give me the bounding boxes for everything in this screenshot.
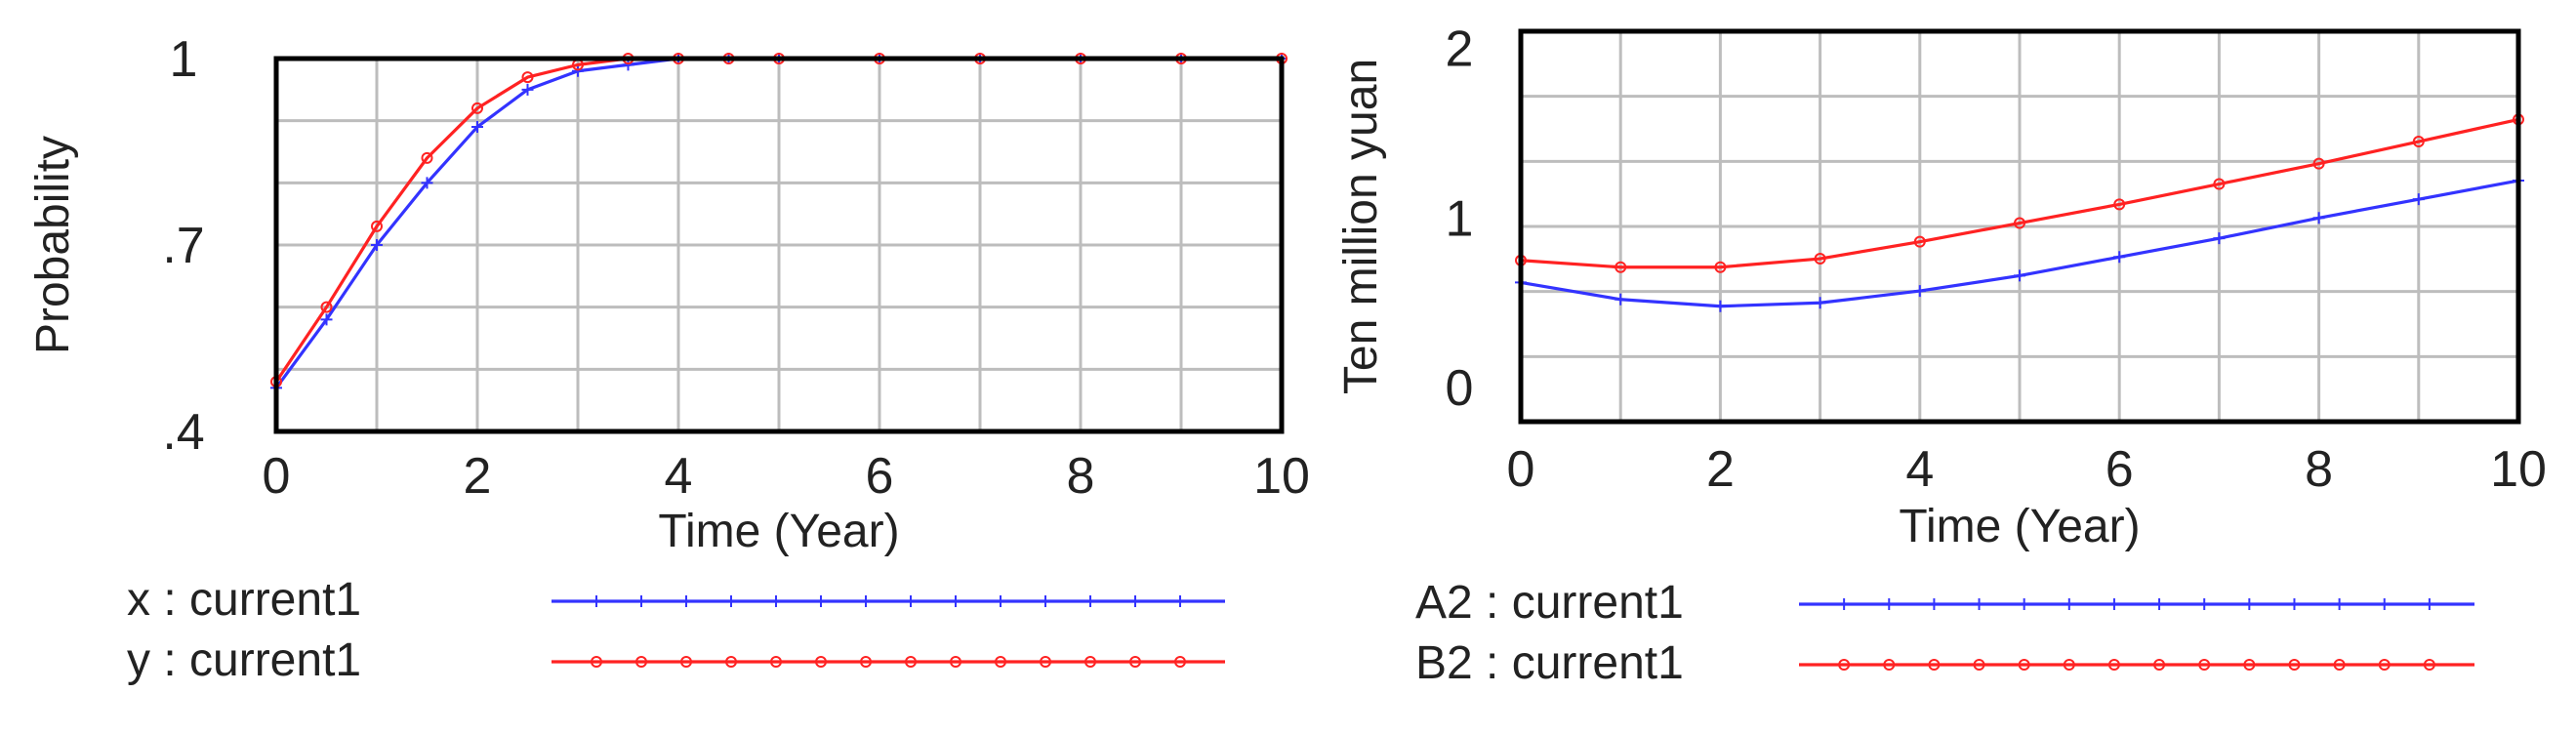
legend-label: y : current1	[127, 634, 361, 686]
legend-marker	[680, 656, 692, 668]
x-tick-label: 4	[665, 448, 693, 505]
legend-marker	[725, 656, 737, 668]
legend-marker	[2243, 659, 2256, 671]
series-1	[1515, 175, 2524, 312]
legend-label: x : current1	[127, 574, 361, 626]
data-point	[2014, 217, 2025, 229]
legend-marker	[2153, 659, 2166, 671]
data-point	[371, 220, 383, 232]
data-point	[521, 83, 534, 96]
x-tick-label: 8	[2305, 441, 2333, 498]
data-point	[521, 71, 534, 84]
legend-marker	[635, 656, 647, 668]
data-point	[320, 313, 333, 326]
x-tick-label: 8	[1067, 448, 1095, 505]
x-tick-label: 2	[1706, 441, 1735, 498]
legend-marker	[1928, 659, 1941, 671]
legend-marker	[905, 656, 917, 668]
data-point	[1913, 235, 1926, 248]
data-point	[1714, 261, 1727, 273]
legend-item: y : current1	[127, 634, 1225, 686]
data-point	[2113, 251, 2126, 264]
y-tick-label: .7	[162, 218, 204, 274]
data-point	[1814, 297, 1826, 309]
legend-marker	[2018, 659, 2030, 671]
legend-marker	[591, 656, 602, 668]
legend-marker	[2198, 659, 2211, 671]
data-point	[471, 121, 483, 134]
legend-marker	[2107, 659, 2120, 671]
data-point	[572, 64, 584, 77]
x-tick-label: 0	[263, 448, 291, 505]
data-point	[1814, 253, 1826, 265]
data-point	[421, 177, 433, 189]
data-point	[1913, 285, 1926, 298]
legend-marker	[950, 656, 961, 668]
data-point	[2312, 212, 2325, 224]
legend-marker	[770, 656, 782, 668]
plot-frame	[273, 56, 1285, 434]
legend-item: A2 : current1	[1415, 577, 2474, 629]
x-tick-label: 6	[2106, 441, 2134, 498]
legend-marker	[1129, 656, 1141, 668]
legend-marker	[2378, 659, 2391, 671]
x-axis-label: Time (Year)	[658, 506, 899, 557]
y-tick-label: 0	[1446, 360, 1474, 417]
y-tick-label: 2	[1446, 20, 1474, 77]
data-point	[1714, 300, 1727, 312]
data-point	[471, 102, 483, 114]
legend: A2 : current1 B2 : current1	[1415, 577, 2474, 689]
data-point	[1615, 293, 1627, 306]
legend-marker	[1883, 659, 1896, 671]
series-2	[1515, 113, 2524, 273]
data-point	[2213, 232, 2226, 245]
legend-marker	[1973, 659, 1985, 671]
legend-marker	[2333, 659, 2346, 671]
legend-label: B2 : current1	[1415, 637, 1684, 689]
legend-item: B2 : current1	[1415, 637, 2474, 689]
y-axis-label: Ten million yuan	[1335, 59, 1387, 394]
chart-1: 0 2 4 6 8 10 1 .7 .4 Time (Year) Probability x : cu…	[27, 31, 1310, 686]
series-line	[1520, 117, 2519, 269]
x-tick-label: 2	[464, 448, 492, 505]
legend-marker	[815, 656, 827, 668]
legend-marker	[1084, 656, 1096, 668]
legend-label: A2 : current1	[1415, 577, 1684, 629]
x-tick-label: 0	[1507, 441, 1535, 498]
data-point	[421, 151, 433, 164]
data-point	[2412, 136, 2425, 148]
legend-item: x : current1	[127, 574, 1225, 626]
x-axis-label: Time (Year)	[1899, 501, 2140, 552]
y-tick-label: 1	[1446, 190, 1474, 247]
data-point	[1615, 261, 1627, 273]
legend-marker	[2063, 659, 2075, 671]
y-tick-label: 1	[170, 31, 198, 88]
data-point	[320, 301, 333, 313]
x-tick-label: 10	[2490, 441, 2547, 498]
x-tick-label: 4	[1905, 441, 1934, 498]
y-tick-label: .4	[162, 404, 204, 461]
grid	[276, 59, 1282, 431]
data-point	[2412, 193, 2425, 206]
legend: x : current1 y : current1	[127, 574, 1225, 686]
data-point	[2312, 157, 2325, 170]
data-point	[371, 239, 383, 251]
data-point	[2014, 269, 2025, 282]
data-point	[2213, 178, 2226, 190]
x-tick-label: 6	[866, 448, 894, 505]
y-axis-label: Probability	[27, 136, 79, 354]
legend-marker	[1174, 656, 1186, 668]
grid	[1521, 31, 2518, 422]
legend-marker	[995, 656, 1006, 668]
data-point	[2113, 198, 2126, 211]
legend-marker	[860, 656, 872, 668]
legend-marker	[1040, 656, 1051, 668]
legend-marker	[2423, 659, 2435, 671]
legend-marker	[2288, 659, 2301, 671]
x-tick-label: 10	[1253, 448, 1310, 505]
plot-frame	[1518, 28, 2521, 425]
legend-marker	[1838, 659, 1851, 671]
